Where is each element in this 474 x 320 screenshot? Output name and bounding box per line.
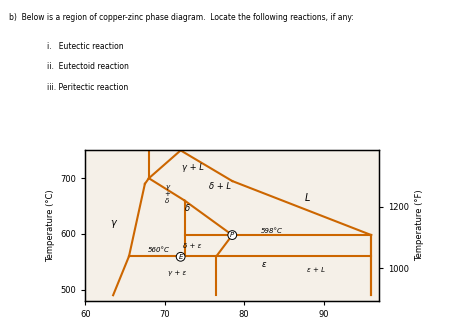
Text: 598°C: 598°C <box>261 228 283 234</box>
Text: P: P <box>230 232 234 238</box>
Text: b)  Below is a region of copper-zinc phase diagram.  Locate the following reacti: b) Below is a region of copper-zinc phas… <box>9 13 355 22</box>
Text: 560°C: 560°C <box>148 246 170 252</box>
Text: i.   Eutectic reaction: i. Eutectic reaction <box>47 42 124 51</box>
Y-axis label: Temperature (°C): Temperature (°C) <box>46 189 55 262</box>
Text: δ + L: δ + L <box>210 182 231 191</box>
Text: E: E <box>178 254 183 260</box>
Text: γ + L: γ + L <box>182 163 203 172</box>
Text: γ: γ <box>110 218 116 228</box>
Text: ε: ε <box>262 260 266 269</box>
Y-axis label: Temperature (°F): Temperature (°F) <box>415 190 424 261</box>
Text: δ + ε: δ + ε <box>183 243 202 249</box>
Text: iii. Peritectic reaction: iii. Peritectic reaction <box>47 83 128 92</box>
Text: γ
+
δ: γ + δ <box>164 184 170 204</box>
Text: L: L <box>305 193 310 203</box>
Text: γ + ε: γ + ε <box>167 270 186 276</box>
Text: ε + L: ε + L <box>307 267 325 273</box>
Text: ii.  Eutectoid reaction: ii. Eutectoid reaction <box>47 62 129 71</box>
Text: δ: δ <box>184 204 190 213</box>
